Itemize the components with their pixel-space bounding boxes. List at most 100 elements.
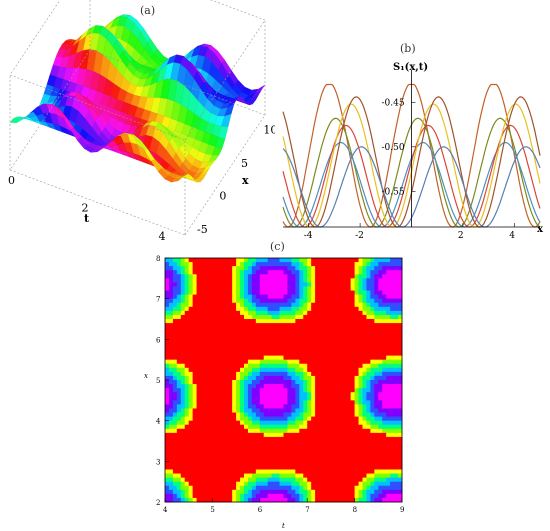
contour-cell [216,424,221,430]
contour-cell [168,489,174,495]
contour-cell [350,404,355,409]
contour-cell [311,278,316,283]
contour-cell [204,388,209,393]
contour-cell [342,432,348,438]
contour-cell [192,302,197,308]
contour-cell [255,306,261,312]
contour-cell [338,396,344,401]
contour-cell [184,384,190,389]
contour-cell [299,461,304,466]
contour-cell [398,351,403,356]
contour-cell [382,314,387,320]
contour-cell [394,290,399,295]
contour-cell [390,290,395,295]
contour-cell [398,278,403,283]
contour-cell [184,436,190,442]
contour-cell [303,286,308,291]
contour-cell [287,323,292,328]
contour-cell [255,319,261,324]
contour-cell [200,298,205,304]
contour-cell [168,453,174,458]
contour-cell [251,493,257,499]
contour-cell [196,294,201,300]
contour-cell [323,335,328,340]
contour-cell [236,367,241,373]
contour-cell [299,445,304,450]
contour-cell [208,323,213,328]
contour-cell [311,371,316,377]
contour-cell [291,323,296,328]
contour-cell [315,278,320,283]
contour-cell [196,408,201,413]
contour-cell [307,485,312,491]
contour-cell [200,428,205,434]
contour-cell [228,481,233,487]
contour-cell [275,436,280,442]
contour-cell [315,306,320,312]
contour-cell [208,380,213,385]
contour-cell [346,343,352,348]
contour-cell [271,380,276,385]
contour-cell [378,449,383,454]
surface-patch [178,173,189,181]
contour-cell [200,335,205,340]
contour-cell [251,436,257,442]
contour-cell [390,270,395,275]
contour-cell [180,298,186,304]
contour-cell [390,266,395,271]
contour-cell [244,449,249,454]
contour-cell [212,294,217,300]
contour-cell [267,380,273,385]
contour-cell [291,384,296,389]
contour-cell [338,469,344,474]
contour-cell [330,274,336,279]
contour-cell [204,319,209,324]
contour-cell [204,290,209,295]
contour-cell [326,314,332,320]
contour-cell [350,445,355,450]
contour-cell [370,420,375,426]
contour-cell [354,347,359,352]
contour-cell [338,436,344,442]
contour-cell [307,396,312,401]
contour-cell [196,298,201,304]
contour-cell [228,331,233,336]
contour-cell [279,314,284,320]
contour-cell [200,327,205,332]
contour-cell [275,302,280,308]
contour-cell [370,351,375,356]
contour-cell [236,461,241,466]
contour-cell [366,441,371,446]
contour-cell [338,477,344,483]
contour-cell [338,473,344,478]
contour-cell [326,457,332,462]
contour-cell [255,432,261,438]
contour-cell [228,441,233,446]
contour-cell [208,331,213,336]
contour-cell [326,343,332,348]
contour-cell [295,428,300,434]
contour-cell [228,420,233,426]
contour-cell [378,388,383,393]
contour-cell [267,416,273,422]
contour-cell [346,445,352,450]
contour-cell [346,461,352,466]
contour-cell [323,465,328,470]
contour-cell [394,445,399,450]
contour-cell [378,465,383,470]
contour-cell [271,473,276,478]
contour-cell [398,424,403,430]
contour-cell [259,286,265,291]
contour-cell [204,278,209,283]
contour-cell [307,351,312,356]
contour-cell [279,453,284,458]
contour-cell [295,469,300,474]
contour-cell [334,436,340,442]
contour-cell [208,441,213,446]
contour-cell [398,367,403,373]
contour-cell [259,473,265,478]
contour-cell [251,481,257,487]
contour-cell [398,371,403,377]
contour-cell [176,380,182,385]
contour-cell [220,481,225,487]
